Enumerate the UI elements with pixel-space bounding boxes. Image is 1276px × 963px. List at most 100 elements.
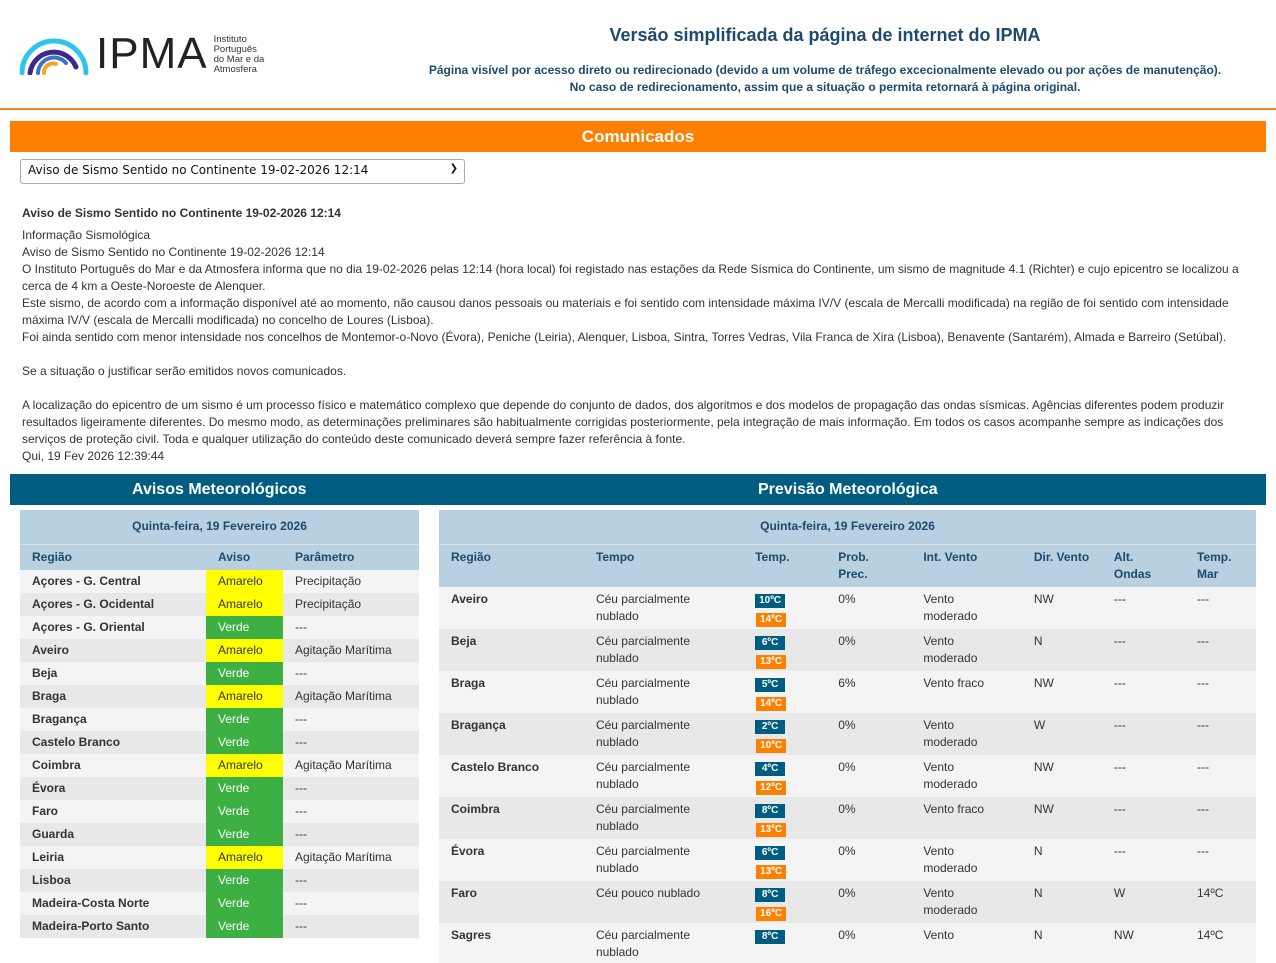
regiao-cell: Faro bbox=[439, 880, 584, 923]
col-parametro: Parâmetro bbox=[283, 544, 419, 570]
alt-ondas-cell: W bbox=[1101, 880, 1185, 923]
parametro-cell: --- bbox=[283, 615, 419, 639]
aviso-level-badge: Amarelo bbox=[206, 638, 283, 662]
temp-max-badge: 13ºC bbox=[756, 864, 787, 879]
regiao-cell: Aveiro bbox=[439, 586, 584, 629]
tempo-cell: Céu parcialmente nublado bbox=[583, 712, 744, 755]
col-header: Região bbox=[439, 544, 584, 587]
col-header: Prob. Prec. bbox=[826, 544, 912, 587]
comunicado-select[interactable]: Aviso de Sismo Sentido no Continente 19-… bbox=[20, 159, 465, 184]
temp-mar-cell: 14ºC bbox=[1185, 880, 1256, 923]
avisos-table: Quinta-feira, 19 Fevereiro 2026 Região A… bbox=[20, 510, 419, 938]
tempo-cell: Céu parcialmente nublado bbox=[583, 754, 744, 797]
temp-min-badge: 4ºC bbox=[755, 761, 786, 776]
temp-max-badge: 14ºC bbox=[756, 696, 787, 711]
tempo-cell: Céu parcialmente nublado bbox=[583, 838, 744, 881]
table-row: Guarda Verde --- bbox=[20, 822, 419, 846]
regiao-cell: Castelo Branco bbox=[20, 730, 206, 754]
regiao-cell: Açores - G. Central bbox=[20, 569, 206, 593]
dir-vento-cell: NW bbox=[1021, 754, 1102, 797]
ipma-arc-icon bbox=[19, 38, 89, 75]
prob-prec-cell: 0% bbox=[826, 838, 912, 881]
alt-ondas-cell: NW bbox=[1101, 922, 1185, 963]
table-row: Coimbra Céu parcialmente nublado 8ºC 13ºC 0%… bbox=[439, 796, 1256, 839]
previsao-date: Quinta-feira, 19 Fevereiro 2026 bbox=[439, 510, 1256, 545]
regiao-cell: Guarda bbox=[20, 822, 206, 846]
comunicado-line: Se a situação o justificar serão emitido… bbox=[22, 364, 347, 378]
avisos-date: Quinta-feira, 19 Fevereiro 2026 bbox=[20, 510, 419, 545]
temp-mar-cell: --- bbox=[1185, 628, 1256, 671]
regiao-cell: Évora bbox=[20, 776, 206, 800]
temp-mar-cell: --- bbox=[1185, 586, 1256, 629]
table-row: Lisboa Verde --- bbox=[20, 868, 419, 892]
previsao-table: Quinta-feira, 19 Fevereiro 2026 Região Te… bbox=[439, 510, 1256, 963]
temp-cell: 10ºC 14ºC bbox=[743, 586, 827, 629]
table-row: Faro Verde --- bbox=[20, 799, 419, 823]
regiao-cell: Évora bbox=[439, 838, 584, 881]
table-row: Braga Amarelo Agitação Marítima bbox=[20, 684, 419, 708]
col-header: Dir. Vento bbox=[1021, 544, 1102, 587]
int-vento-cell: Vento moderado bbox=[911, 586, 1022, 629]
temp-cell: 8ºC 16ºC bbox=[743, 880, 827, 923]
prob-prec-cell: 0% bbox=[826, 796, 912, 839]
comunicado-heading: Aviso de Sismo Sentido no Continente 19-… bbox=[22, 206, 341, 220]
parametro-cell: --- bbox=[283, 661, 419, 685]
aviso-level-badge: Verde bbox=[206, 891, 283, 915]
table-row: Braga Céu parcialmente nublado 5ºC 14ºC 6% Ve… bbox=[439, 670, 1256, 713]
regiao-cell: Sagres bbox=[439, 922, 584, 963]
parametro-cell: --- bbox=[283, 776, 419, 800]
table-row: Beja Verde --- bbox=[20, 661, 419, 685]
tempo-cell: Céu parcialmente nublado bbox=[583, 670, 744, 713]
alt-ondas-cell: --- bbox=[1101, 712, 1185, 755]
page-title: Versão simplificada da página de interne… bbox=[609, 25, 1041, 45]
table-row: Faro Céu pouco nublado 8ºC 16ºC 0% Vento mode… bbox=[439, 880, 1256, 923]
regiao-cell: Braga bbox=[20, 684, 206, 708]
temp-cell: 2ºC 10ºC bbox=[743, 712, 827, 755]
int-vento-cell: Vento moderado bbox=[911, 712, 1022, 755]
prob-prec-cell: 0% bbox=[826, 880, 912, 923]
aviso-level-badge: Amarelo bbox=[206, 569, 283, 593]
comunicado-line: O Instituto Português do Mar e da Atmosf… bbox=[22, 262, 1239, 293]
col-header: Temp. bbox=[743, 544, 827, 587]
dir-vento-cell: W bbox=[1021, 712, 1102, 755]
regiao-cell: Açores - G. Oriental bbox=[20, 615, 206, 639]
aviso-level-badge: Verde bbox=[206, 776, 283, 800]
temp-max-badge: 13ºC bbox=[756, 822, 787, 837]
prob-prec-cell: 0% bbox=[826, 922, 912, 963]
int-vento-cell: Vento fraco bbox=[911, 670, 1022, 713]
col-header: Int. Vento bbox=[911, 544, 1022, 587]
table-row: Aveiro Céu parcialmente nublado 10ºC 14ºC 0%… bbox=[439, 586, 1256, 629]
table-row: Leiria Amarelo Agitação Marítima bbox=[20, 845, 419, 869]
comunicado-line: Aviso de Sismo Sentido no Continente 19-… bbox=[22, 245, 325, 259]
prob-prec-cell: 0% bbox=[826, 754, 912, 797]
previsao-title: Previsão Meteorológica bbox=[758, 481, 938, 498]
table-row: Madeira-Costa Norte Verde --- bbox=[20, 891, 419, 915]
alt-ondas-cell: --- bbox=[1101, 838, 1185, 881]
temp-mar-cell: --- bbox=[1185, 796, 1256, 839]
table-row: Açores - G. Ocidental Amarelo Precipitação bbox=[20, 592, 419, 616]
temp-max-badge: 16ºC bbox=[756, 906, 787, 921]
page-subtitle: Página visível por acesso direto ou redi… bbox=[428, 63, 1222, 94]
regiao-cell: Madeira-Porto Santo bbox=[20, 914, 206, 938]
temp-max-badge: 13ºC bbox=[756, 654, 787, 669]
aviso-level-badge: Verde bbox=[206, 615, 283, 639]
alt-ondas-cell: --- bbox=[1101, 628, 1185, 671]
temp-min-badge: 6ºC bbox=[755, 845, 786, 860]
regiao-cell: Coimbra bbox=[439, 796, 584, 839]
table-row: Bragança Céu parcialmente nublado 2ºC 10ºC 0… bbox=[439, 712, 1256, 755]
parametro-cell: --- bbox=[283, 730, 419, 754]
regiao-cell: Braga bbox=[439, 670, 584, 713]
comunicado-line bbox=[22, 346, 1247, 363]
col-regiao: Região bbox=[20, 544, 206, 570]
aviso-level-badge: Verde bbox=[206, 822, 283, 846]
ipma-logo[interactable]: IPMA Instituto Português do Mar e da Atmosf… bbox=[18, 32, 264, 76]
aviso-level-badge: Amarelo bbox=[206, 684, 283, 708]
temp-max-badge: 14ºC bbox=[756, 612, 787, 627]
regiao-cell: Bragança bbox=[20, 707, 206, 731]
prob-prec-cell: 0% bbox=[826, 712, 912, 755]
comunicado-line: Qui, 19 Fev 2026 12:39:44 bbox=[22, 449, 165, 463]
regiao-cell: Faro bbox=[20, 799, 206, 823]
dir-vento-cell: NW bbox=[1021, 796, 1102, 839]
chevron-down-icon: ❯ bbox=[449, 163, 458, 174]
regiao-cell: Bragança bbox=[439, 712, 584, 755]
